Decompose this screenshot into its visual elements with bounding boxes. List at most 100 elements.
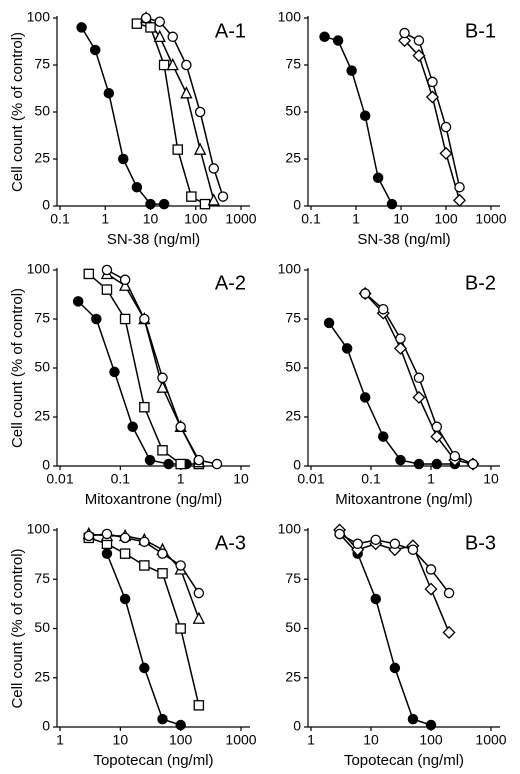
marker — [119, 593, 131, 605]
marker — [453, 193, 467, 207]
marker — [139, 536, 150, 548]
x-axis-label: SN-38 (ng/ml) — [107, 231, 200, 248]
panel-label: B-1 — [465, 20, 496, 42]
marker — [194, 106, 206, 118]
marker — [377, 303, 389, 315]
marker — [217, 191, 229, 202]
marker — [192, 611, 205, 624]
y-tick-label: 50 — [285, 103, 301, 119]
x-tick-label: 100 — [169, 732, 193, 748]
marker — [83, 530, 95, 542]
x-tick-label: 1 — [427, 471, 435, 487]
y-tick-label: 100 — [27, 9, 51, 25]
marker — [359, 392, 371, 403]
marker — [131, 181, 143, 193]
x-tick-label: 100 — [184, 211, 208, 227]
y-tick-label: 50 — [285, 619, 301, 635]
marker — [157, 445, 168, 456]
panel-label: B-2 — [465, 272, 496, 294]
y-tick-label: 75 — [285, 310, 301, 326]
marker — [424, 582, 438, 596]
marker — [158, 59, 170, 71]
marker — [208, 163, 220, 174]
marker — [395, 333, 406, 344]
x-tick-label: 1 — [101, 211, 109, 227]
marker — [109, 366, 120, 378]
marker — [175, 421, 186, 433]
marker — [398, 34, 412, 48]
marker — [412, 49, 426, 63]
marker — [119, 313, 131, 325]
panel-label: A-1 — [215, 20, 246, 42]
marker — [427, 76, 438, 88]
marker — [211, 458, 223, 470]
marker — [413, 372, 425, 384]
x-axis-label: Topotecan (ng/ml) — [344, 752, 464, 769]
x-tick-label: 0.1 — [50, 211, 70, 227]
marker — [172, 144, 183, 155]
y-tick-label: 0 — [293, 197, 301, 213]
series-line — [106, 553, 181, 726]
y-tick-label: 0 — [42, 197, 50, 213]
marker — [89, 44, 101, 56]
marker — [425, 90, 439, 104]
marker — [157, 568, 168, 579]
marker — [346, 65, 357, 76]
marker — [389, 662, 401, 674]
x-axis-label: Mitoxantrone (ng/ml) — [335, 491, 473, 508]
marker — [399, 27, 410, 39]
series-line — [106, 269, 218, 465]
x-tick-label: 0.01 — [46, 471, 73, 487]
x-tick-label: 10 — [363, 732, 379, 748]
y-tick-label: 100 — [278, 261, 302, 277]
y-tick-label: 25 — [285, 150, 301, 166]
marker — [386, 198, 398, 210]
x-tick-label: 0.1 — [361, 471, 381, 487]
y-tick-label: 75 — [34, 310, 50, 326]
marker — [156, 380, 169, 393]
y-tick-label: 50 — [34, 103, 50, 119]
marker — [442, 625, 456, 639]
x-tick-label: 1 — [307, 732, 315, 748]
marker — [181, 59, 192, 71]
marker — [388, 543, 402, 557]
y-tick-label: 50 — [34, 619, 50, 635]
y-tick-label: 75 — [285, 56, 301, 72]
x-tick-label: 1000 — [225, 732, 256, 748]
marker — [431, 458, 443, 470]
marker — [370, 593, 382, 605]
marker — [83, 268, 95, 280]
marker — [407, 544, 419, 555]
marker — [76, 22, 87, 33]
marker — [193, 454, 205, 466]
marker — [431, 421, 443, 433]
marker — [449, 450, 461, 462]
y-tick-label: 50 — [34, 359, 50, 375]
marker — [163, 458, 174, 470]
marker — [157, 713, 168, 725]
marker — [139, 560, 150, 571]
y-tick-label: 0 — [293, 718, 301, 734]
panel-label: A-2 — [215, 272, 246, 294]
marker — [332, 35, 344, 46]
series-line — [88, 273, 199, 465]
x-tick-label: 1 — [56, 732, 64, 748]
series-line — [339, 533, 432, 726]
marker — [425, 719, 437, 731]
marker — [377, 431, 389, 442]
marker — [145, 22, 156, 33]
y-axis-label: Cell count (% of control) — [9, 32, 26, 192]
marker — [407, 713, 419, 725]
marker — [140, 12, 152, 24]
marker — [454, 181, 465, 193]
marker — [118, 153, 129, 165]
marker — [186, 191, 197, 202]
x-tick-label: 1000 — [475, 211, 506, 227]
marker — [139, 401, 150, 413]
x-tick-label: 10 — [113, 732, 129, 748]
y-tick-label: 25 — [34, 408, 50, 424]
marker — [193, 142, 207, 155]
marker — [101, 528, 113, 540]
series-line — [77, 300, 187, 465]
x-tick-label: 10 — [393, 211, 409, 227]
